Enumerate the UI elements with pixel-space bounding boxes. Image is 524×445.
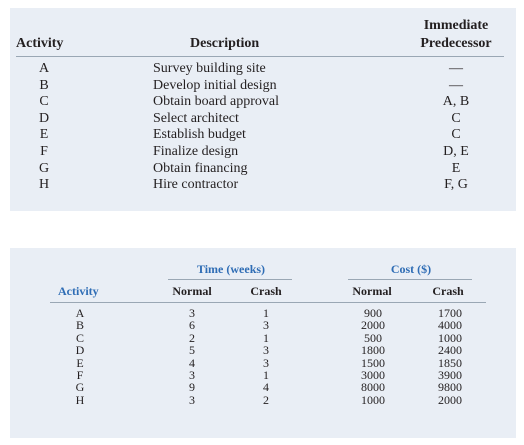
description-cell: Survey building site bbox=[153, 61, 266, 76]
description-column: Survey building site Develop initial des… bbox=[153, 61, 279, 194]
activity-cell: E bbox=[76, 355, 84, 370]
header-time-crash: Crash bbox=[250, 284, 282, 298]
cost-crash-cell: 4000 bbox=[438, 318, 462, 333]
header-immediate: Immediate bbox=[423, 18, 489, 33]
predecessor-cell: — bbox=[449, 61, 463, 76]
activity-cell: C bbox=[39, 94, 49, 110]
description-cell: Establish budget bbox=[153, 127, 246, 143]
time-normal-cell: 2 bbox=[189, 330, 195, 345]
cost-normal-cell: 8000 bbox=[361, 380, 385, 395]
activity-cell: F bbox=[76, 368, 84, 383]
cost-crash-cell: 2400 bbox=[438, 343, 462, 358]
predecessor-cell: A, B bbox=[442, 94, 470, 110]
description-cell: Select architect bbox=[153, 110, 239, 126]
header-activity-2: Activity bbox=[58, 284, 99, 298]
cost-crash-column: 1700 4000 1000 2400 1850 3900 9800 2000 bbox=[432, 306, 468, 407]
time-normal-cell: 3 bbox=[189, 392, 195, 407]
description-cell: Obtain financing bbox=[153, 160, 248, 176]
predecessor-cell: C bbox=[451, 110, 461, 126]
header-predecessor: Predecessor bbox=[420, 36, 492, 51]
activity-cell: G bbox=[75, 380, 85, 395]
activity-column: A B C D E F G H bbox=[34, 61, 54, 194]
time-crash-column: 1 3 1 3 3 1 4 2 bbox=[256, 306, 276, 407]
time-normal-cell: 3 bbox=[189, 368, 195, 383]
predecessor-cell: F, G bbox=[444, 177, 468, 193]
predecessor-cell: E bbox=[451, 160, 461, 176]
description-cell: Finalize design bbox=[153, 143, 239, 159]
time-crash-cell: 3 bbox=[263, 343, 269, 358]
cost-normal-cell: 1000 bbox=[361, 392, 385, 407]
activity-cell: A bbox=[38, 61, 50, 76]
header-cost: Cost ($) bbox=[390, 262, 432, 276]
header-cost-normal: Normal bbox=[352, 284, 392, 298]
cost-normal-cell: 1800 bbox=[361, 343, 385, 358]
activity-cell: G bbox=[38, 160, 50, 176]
activity-cell: H bbox=[75, 392, 85, 407]
time-crash-cell: 3 bbox=[263, 355, 269, 370]
time-crash-cell: 2 bbox=[263, 392, 269, 407]
description-cell: Develop initial design bbox=[153, 77, 277, 93]
time-normal-cell: 4 bbox=[189, 355, 195, 370]
time-normal-cell: 6 bbox=[189, 318, 195, 333]
cost-normal-column: 900 2000 500 1800 1500 3000 8000 1000 bbox=[355, 306, 391, 407]
predecessor-cell: C bbox=[451, 127, 461, 143]
activity-cell: B bbox=[75, 318, 84, 333]
activity-column-2: A B C D E F G H bbox=[70, 306, 90, 407]
header-description: Description bbox=[190, 36, 260, 51]
activity-cell: H bbox=[38, 177, 50, 193]
cost-normal-cell: 1500 bbox=[361, 355, 385, 370]
cost-group-rule bbox=[348, 279, 472, 280]
time-normal-cell: 9 bbox=[189, 380, 195, 395]
activity-cell: A bbox=[75, 306, 85, 320]
cost-crash-cell: 9800 bbox=[438, 380, 462, 395]
time-normal-column: 3 6 2 5 4 3 9 3 bbox=[182, 306, 202, 407]
time-normal-cell: 3 bbox=[189, 306, 195, 320]
activity-cell: C bbox=[75, 330, 84, 345]
predecessor-cell: — bbox=[449, 77, 463, 93]
time-crash-cell: 3 bbox=[263, 318, 269, 333]
header-divider-2 bbox=[50, 302, 486, 303]
activity-cell: D bbox=[75, 343, 85, 358]
predecessor-column: — — A, B C C D, E E F, G bbox=[396, 61, 516, 194]
cost-crash-cell: 1850 bbox=[438, 355, 462, 370]
cost-crash-cell: 3900 bbox=[438, 368, 462, 383]
crash-cost-table: Time (weeks) Cost ($) Activity Normal Cr… bbox=[10, 248, 516, 438]
header-activity: Activity bbox=[16, 36, 64, 51]
header-time-weeks: Time (weeks) bbox=[196, 262, 266, 276]
cost-normal-cell: 2000 bbox=[361, 318, 385, 333]
header-time-normal: Normal bbox=[172, 284, 212, 298]
time-crash-cell: 1 bbox=[263, 330, 269, 345]
cost-crash-cell: 1700 bbox=[438, 306, 462, 320]
cost-crash-cell: 2000 bbox=[438, 392, 462, 407]
header-cost-crash: Crash bbox=[432, 284, 464, 298]
description-cell: Hire contractor bbox=[153, 177, 239, 193]
cost-normal-cell: 500 bbox=[364, 330, 382, 345]
time-crash-cell: 4 bbox=[263, 380, 269, 395]
activity-cell: F bbox=[40, 143, 48, 159]
activity-description-table: Immediate Activity Description Predecess… bbox=[10, 8, 516, 211]
cost-normal-cell: 3000 bbox=[361, 368, 385, 383]
header-divider bbox=[16, 56, 504, 57]
activity-cell: B bbox=[39, 77, 49, 93]
description-cell: Obtain board approval bbox=[153, 94, 279, 110]
time-crash-cell: 1 bbox=[263, 368, 269, 383]
time-crash-cell: 1 bbox=[263, 306, 269, 320]
activity-cell: D bbox=[38, 110, 50, 126]
time-normal-cell: 5 bbox=[189, 343, 195, 358]
cost-normal-cell: 900 bbox=[364, 306, 382, 320]
activity-cell: E bbox=[39, 127, 49, 143]
predecessor-cell: D, E bbox=[443, 143, 469, 159]
cost-crash-cell: 1000 bbox=[438, 330, 462, 345]
time-group-rule bbox=[168, 279, 292, 280]
